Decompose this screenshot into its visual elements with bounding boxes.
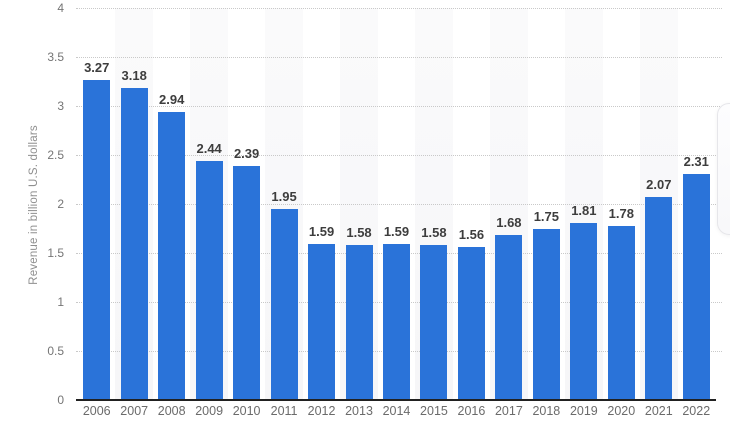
- x-tick-label-2016: 2016: [457, 404, 486, 418]
- x-tick-label-2012: 2012: [307, 404, 336, 418]
- bar-2015[interactable]: [420, 245, 448, 400]
- bar-value-label-2017: 1.68: [496, 215, 522, 231]
- bar-value-label-2008: 2.94: [159, 91, 185, 107]
- bar-value-label-2021: 2.07: [646, 177, 672, 193]
- bar-2010[interactable]: [233, 165, 261, 400]
- y-tick-label-4: 4: [57, 1, 64, 15]
- x-tick-label-2018: 2018: [532, 404, 561, 418]
- y-tick-label-1.5: 1.5: [47, 246, 64, 260]
- bar-2011[interactable]: [270, 208, 298, 400]
- bar-2012[interactable]: [308, 244, 336, 400]
- bar-value-label-2010: 2.39: [233, 145, 260, 161]
- gridline-4: [76, 8, 722, 9]
- x-tick-label-2011: 2011: [270, 404, 298, 418]
- bar-2020[interactable]: [607, 225, 635, 400]
- x-tick-label-2006: 2006: [82, 404, 111, 418]
- x-axis-line: [76, 399, 716, 401]
- gridline-2.5: [76, 155, 722, 156]
- bar-value-label-2019: 1.81: [571, 202, 597, 218]
- bar-value-label-2018: 1.75: [533, 208, 560, 224]
- bar-2018[interactable]: [532, 228, 560, 400]
- x-tick-label-2014: 2014: [382, 404, 411, 418]
- bar-value-label-2007: 3.18: [121, 68, 147, 84]
- bar-2022[interactable]: [682, 173, 710, 400]
- x-tick-label-2015: 2015: [420, 404, 448, 418]
- x-tick-label-2022: 2022: [682, 404, 711, 418]
- y-tick-label-0: 0: [57, 393, 64, 407]
- bar-value-label-2022: 2.31: [683, 153, 709, 169]
- bar-2009[interactable]: [195, 160, 223, 400]
- edge-panel: [717, 103, 730, 235]
- x-tick-label-2008: 2008: [157, 404, 186, 418]
- bar-2019[interactable]: [570, 222, 598, 400]
- y-tick-label-2.5: 2.5: [47, 148, 64, 162]
- bar-value-label-2016: 1.56: [458, 227, 485, 243]
- bar-value-label-2006: 3.27: [84, 59, 110, 75]
- x-tick-label-2019: 2019: [569, 404, 598, 418]
- bar-2007[interactable]: [120, 88, 148, 400]
- bar-2006[interactable]: [83, 79, 111, 400]
- bar-2013[interactable]: [345, 245, 373, 400]
- bar-2014[interactable]: [382, 244, 410, 400]
- y-tick-label-3: 3: [57, 99, 64, 113]
- x-tick-label-2021: 2021: [644, 404, 673, 418]
- gridline-2: [76, 204, 722, 205]
- y-tick-label-2: 2: [57, 197, 64, 211]
- bar-value-label-2011: 1.95: [271, 188, 297, 204]
- y-tick-label-3.5: 3.5: [47, 50, 64, 64]
- x-tick-label-2020: 2020: [607, 404, 636, 418]
- bar-2017[interactable]: [495, 235, 523, 400]
- bar-2016[interactable]: [457, 247, 485, 400]
- bar-value-label-2015: 1.58: [421, 225, 447, 241]
- bar-2008[interactable]: [158, 111, 186, 400]
- y-tick-label-0.5: 0.5: [47, 344, 64, 358]
- bar-value-label-2012: 1.59: [308, 224, 335, 240]
- bar-2021[interactable]: [645, 197, 673, 400]
- x-tick-label-2007: 2007: [120, 404, 149, 418]
- bar-value-label-2020: 1.78: [608, 205, 634, 221]
- bar-value-label-2014: 1.59: [383, 224, 410, 240]
- x-tick-label-2009: 2009: [195, 404, 224, 418]
- gridline-3.5: [76, 57, 722, 58]
- x-tick-label-2017: 2017: [494, 404, 523, 418]
- bar-value-label-2013: 1.58: [346, 225, 372, 241]
- x-tick-label-2013: 2013: [345, 404, 373, 418]
- y-tick-label-1: 1: [57, 295, 64, 309]
- x-tick-label-2010: 2010: [232, 404, 261, 418]
- bar-value-label-2009: 2.44: [196, 140, 222, 156]
- gridline-3: [76, 106, 722, 107]
